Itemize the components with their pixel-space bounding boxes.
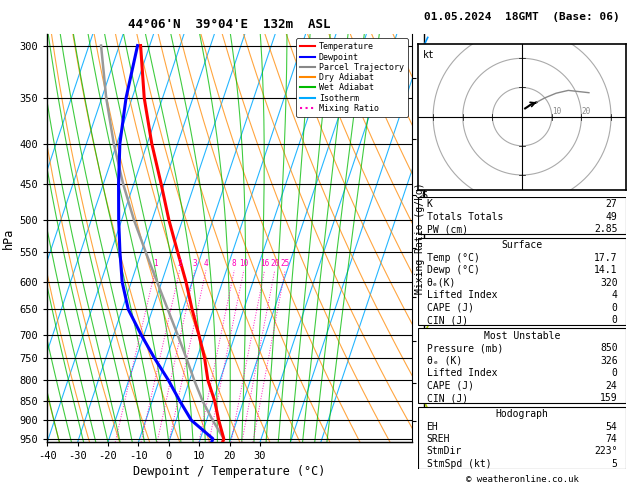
Text: CIN (J): CIN (J) <box>426 315 468 325</box>
Text: 24: 24 <box>606 381 618 391</box>
Text: 0: 0 <box>611 368 618 378</box>
Text: LCL: LCL <box>412 433 435 443</box>
Text: 2: 2 <box>177 260 182 268</box>
Text: Dewp (°C): Dewp (°C) <box>426 265 479 275</box>
Text: 326: 326 <box>600 356 618 366</box>
Bar <box>418 329 626 403</box>
Text: SREH: SREH <box>426 434 450 444</box>
Text: 5: 5 <box>611 459 618 469</box>
Text: 20: 20 <box>270 260 279 268</box>
Title: 44°06'N  39°04'E  132m  ASL: 44°06'N 39°04'E 132m ASL <box>128 18 331 32</box>
Text: Hodograph: Hodograph <box>496 409 548 419</box>
Text: 2.85: 2.85 <box>594 225 618 234</box>
Text: CAPE (J): CAPE (J) <box>426 381 474 391</box>
Text: PW (cm): PW (cm) <box>426 225 468 234</box>
Text: 223°: 223° <box>594 447 618 456</box>
Text: θₑ (K): θₑ (K) <box>426 356 462 366</box>
Text: Surface: Surface <box>501 240 543 250</box>
Bar <box>418 238 626 325</box>
Text: Totals Totals: Totals Totals <box>426 212 503 222</box>
Text: 8: 8 <box>232 260 237 268</box>
Text: 10: 10 <box>552 107 561 116</box>
Text: Mixing Ratio (g/kg): Mixing Ratio (g/kg) <box>415 182 425 294</box>
Text: CIN (J): CIN (J) <box>426 393 468 403</box>
Text: 10: 10 <box>239 260 248 268</box>
Text: 27: 27 <box>606 199 618 209</box>
Text: 850: 850 <box>600 343 618 353</box>
Text: EH: EH <box>426 421 438 432</box>
Text: 25: 25 <box>281 260 290 268</box>
Text: K: K <box>426 199 433 209</box>
Text: Temp (°C): Temp (°C) <box>426 253 479 262</box>
Text: 20: 20 <box>581 107 591 116</box>
Text: 3: 3 <box>192 260 197 268</box>
Text: 74: 74 <box>606 434 618 444</box>
Text: Most Unstable: Most Unstable <box>484 331 560 341</box>
Text: 4: 4 <box>611 290 618 300</box>
X-axis label: Dewpoint / Temperature (°C): Dewpoint / Temperature (°C) <box>133 466 326 478</box>
Text: Lifted Index: Lifted Index <box>426 368 497 378</box>
Bar <box>418 197 626 234</box>
Text: 1: 1 <box>153 260 157 268</box>
Text: 4: 4 <box>204 260 208 268</box>
Text: 0: 0 <box>611 315 618 325</box>
Text: 17.7: 17.7 <box>594 253 618 262</box>
Text: StmDir: StmDir <box>426 447 462 456</box>
Text: 320: 320 <box>600 278 618 288</box>
Text: CAPE (J): CAPE (J) <box>426 303 474 312</box>
Legend: Temperature, Dewpoint, Parcel Trajectory, Dry Adiabat, Wet Adiabat, Isotherm, Mi: Temperature, Dewpoint, Parcel Trajectory… <box>296 38 408 117</box>
Text: Pressure (mb): Pressure (mb) <box>426 343 503 353</box>
Text: 14.1: 14.1 <box>594 265 618 275</box>
Text: kt: kt <box>423 50 434 60</box>
Text: 01.05.2024  18GMT  (Base: 06): 01.05.2024 18GMT (Base: 06) <box>424 12 620 22</box>
Text: θₑ(K): θₑ(K) <box>426 278 456 288</box>
Text: 159: 159 <box>600 393 618 403</box>
Text: Lifted Index: Lifted Index <box>426 290 497 300</box>
Text: 16: 16 <box>260 260 269 268</box>
Text: © weatheronline.co.uk: © weatheronline.co.uk <box>465 474 579 484</box>
Text: 54: 54 <box>606 421 618 432</box>
Y-axis label: hPa: hPa <box>3 227 15 249</box>
Bar <box>418 406 626 469</box>
Y-axis label: km
ASL: km ASL <box>443 227 462 249</box>
Text: 49: 49 <box>606 212 618 222</box>
Text: StmSpd (kt): StmSpd (kt) <box>426 459 491 469</box>
Text: 0: 0 <box>611 303 618 312</box>
